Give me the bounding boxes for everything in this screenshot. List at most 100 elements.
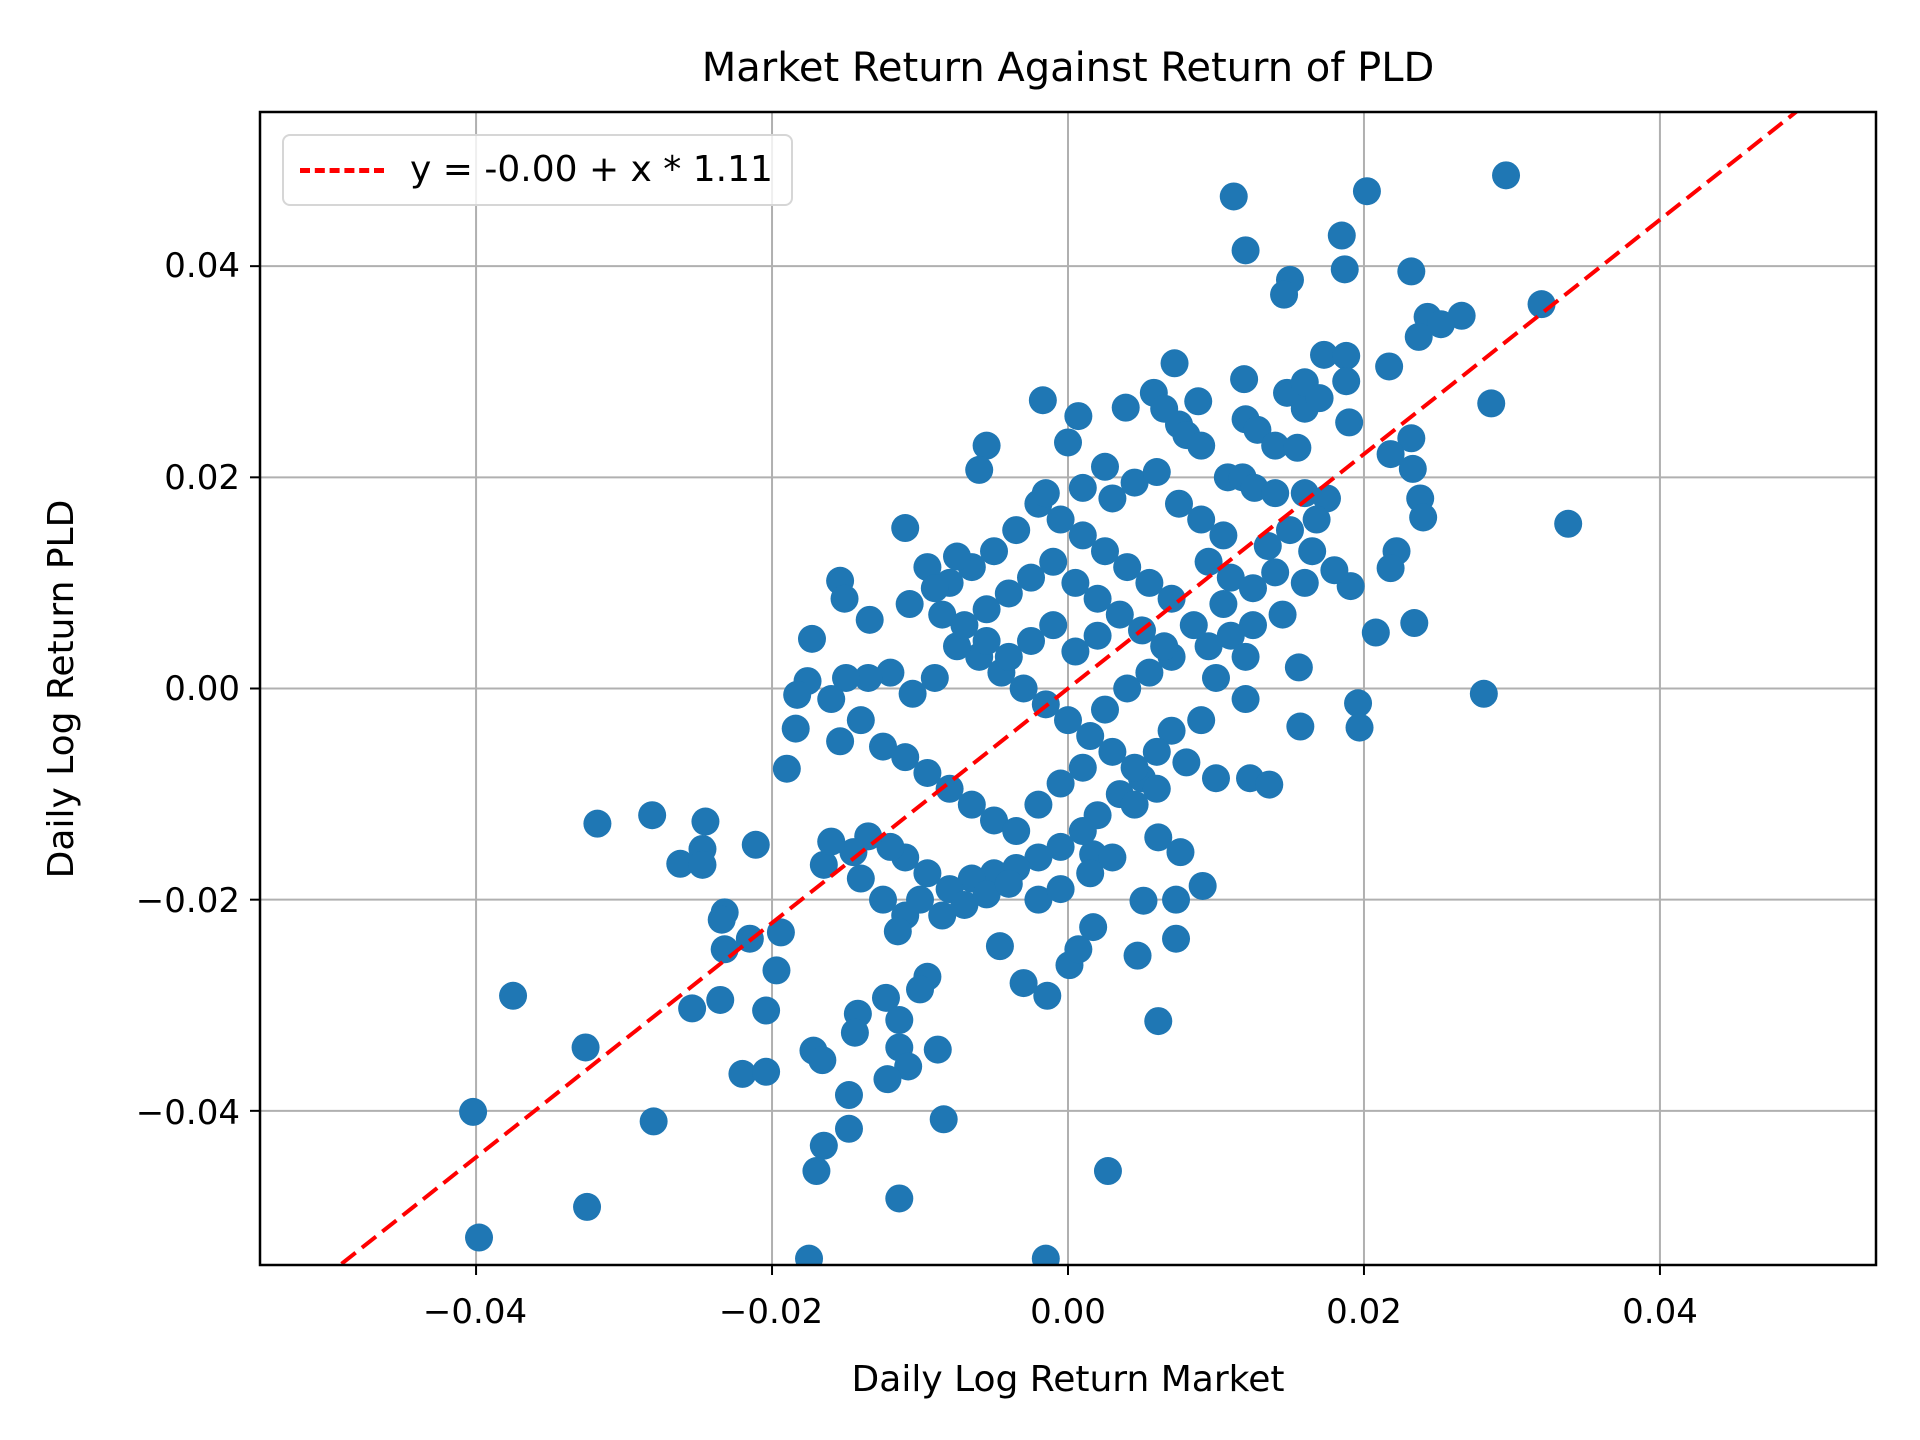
data-point	[906, 885, 935, 914]
data-point	[666, 849, 695, 878]
data-point	[928, 600, 957, 629]
data-point	[943, 632, 972, 661]
data-point	[871, 983, 900, 1012]
data-point	[809, 850, 838, 879]
data-point	[1332, 367, 1361, 396]
data-point	[1002, 516, 1031, 545]
data-point	[1061, 637, 1090, 666]
data-point	[707, 905, 736, 934]
data-point	[1302, 505, 1331, 534]
data-point	[1135, 568, 1164, 597]
data-point	[906, 975, 935, 1004]
data-point	[1024, 843, 1053, 872]
data-point	[1068, 473, 1097, 502]
data-point	[950, 611, 979, 640]
data-point	[808, 1046, 837, 1075]
tick-marks	[250, 265, 1661, 1275]
data-point	[1105, 600, 1134, 629]
data-point	[1090, 695, 1119, 724]
data-point	[1255, 770, 1284, 799]
data-point	[1397, 424, 1426, 453]
data-point	[809, 1131, 838, 1160]
data-point	[1144, 1007, 1173, 1036]
data-point	[1061, 568, 1090, 597]
data-point	[1400, 609, 1429, 638]
data-point	[832, 663, 861, 692]
dashed-line-icon	[300, 167, 384, 173]
data-point	[980, 806, 1009, 835]
data-point	[1039, 547, 1068, 576]
data-point	[783, 680, 812, 709]
data-point	[1024, 885, 1053, 914]
regression-line	[336, 112, 1800, 1265]
data-point	[1093, 1157, 1122, 1186]
data-point	[883, 917, 912, 946]
x-tick-label: 0.02	[1326, 1292, 1402, 1332]
data-point	[639, 1107, 668, 1136]
data-point	[741, 830, 770, 859]
data-point	[826, 727, 855, 756]
data-point	[1064, 402, 1093, 431]
data-point	[972, 880, 1001, 909]
data-point	[1270, 280, 1299, 309]
data-point	[898, 679, 927, 708]
data-point	[1028, 386, 1057, 415]
data-point	[928, 901, 957, 930]
data-point	[972, 595, 1001, 624]
data-point	[1046, 505, 1075, 534]
data-point	[1312, 484, 1341, 513]
data-point	[885, 1006, 914, 1035]
legend-label: y = -0.00 + x * 1.11	[410, 149, 773, 190]
data-point	[795, 1244, 824, 1265]
data-point	[688, 850, 717, 879]
data-point	[891, 514, 920, 543]
data-point	[1426, 310, 1455, 339]
data-point	[1209, 521, 1238, 550]
data-point	[972, 431, 1001, 460]
data-point	[1201, 663, 1230, 692]
data-point	[710, 935, 739, 964]
data-point	[1344, 689, 1373, 718]
data-point	[1123, 941, 1152, 970]
data-point	[1376, 440, 1405, 469]
data-point	[1327, 221, 1356, 250]
data-point	[1184, 387, 1213, 416]
data-point	[994, 579, 1023, 608]
data-point	[1009, 674, 1038, 703]
data-point	[1120, 753, 1149, 782]
data-point	[1554, 509, 1583, 538]
data-point	[1172, 748, 1201, 777]
data-point	[830, 584, 859, 613]
data-point	[1098, 737, 1127, 766]
data-point	[1332, 341, 1361, 370]
data-point	[1283, 433, 1312, 462]
data-point	[834, 1114, 863, 1143]
data-point	[1376, 554, 1405, 583]
data-point	[854, 663, 883, 692]
data-point	[817, 827, 846, 856]
data-point	[929, 1105, 958, 1134]
data-point	[994, 869, 1023, 898]
data-point	[1046, 875, 1075, 904]
y-tick-label: 0.02	[164, 458, 240, 498]
data-point	[1330, 255, 1359, 284]
y-axis-label: Daily Log Return PLD	[41, 499, 82, 879]
data-point	[571, 1033, 600, 1062]
data-point	[1054, 706, 1082, 735]
data-point	[638, 801, 667, 830]
data-point	[957, 790, 986, 819]
data-point	[869, 885, 898, 914]
data-point	[894, 1052, 923, 1081]
data-point	[1160, 349, 1189, 378]
data-point	[869, 732, 898, 761]
data-point	[691, 807, 720, 836]
data-point	[465, 1223, 494, 1252]
data-point	[1129, 886, 1158, 915]
data-point	[1253, 531, 1282, 560]
data-point	[1320, 556, 1349, 585]
data-point	[1305, 384, 1334, 413]
data-point	[1219, 182, 1248, 211]
data-point	[855, 605, 884, 634]
data-point	[797, 624, 826, 653]
x-axis-label: Daily Log Return Market	[851, 1359, 1285, 1400]
